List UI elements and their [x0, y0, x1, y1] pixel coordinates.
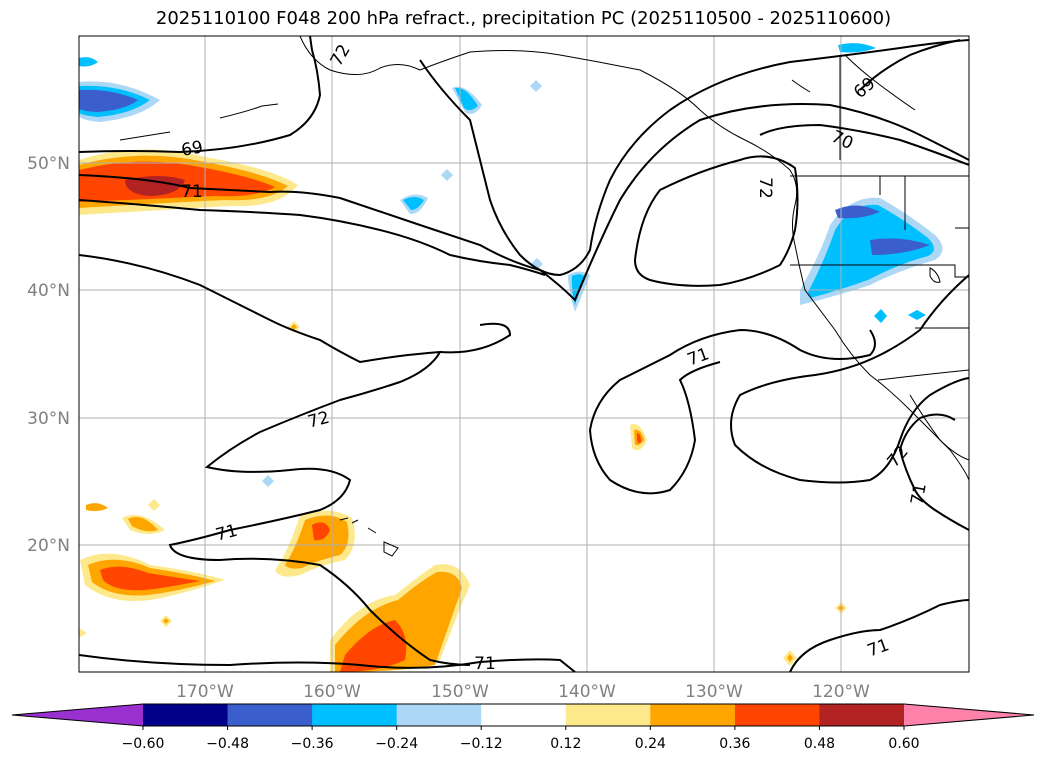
- contour-label: 70: [828, 127, 856, 154]
- colorbar-segment: [565, 704, 651, 726]
- colorbar-tick-label: −0.48: [206, 736, 249, 752]
- contour-label: 71: [214, 521, 240, 546]
- colorbar-tick-label: 0.12: [550, 736, 581, 752]
- refractivity-contours: [79, 36, 969, 672]
- contour-label: 72: [306, 408, 332, 433]
- colorbar-min-extension: [12, 704, 143, 726]
- contour-label: 72: [884, 442, 913, 471]
- colorbar-tick-label: −0.12: [460, 736, 503, 752]
- contour-label: 71: [907, 482, 930, 507]
- lat-label-40n: 40°N: [27, 281, 70, 301]
- colorbar-tick-label: −0.24: [375, 736, 418, 752]
- longitude-labels: 170°W 160°W 150°W 140°W 130°W 120°W: [176, 682, 870, 702]
- lon-label-160w: 160°W: [303, 682, 361, 702]
- contour-label: 69: [180, 137, 205, 160]
- colorbar-tick-label: 0.48: [804, 736, 835, 752]
- colorbar-tick-label: −0.60: [122, 736, 165, 752]
- lat-label-30n: 30°N: [27, 409, 70, 429]
- colorbar-tick-label: 0.36: [719, 736, 750, 752]
- lon-label-130w: 130°W: [685, 682, 743, 702]
- colorbar-tick-label: −0.36: [291, 736, 334, 752]
- contour-label: 72: [755, 177, 775, 199]
- colorbar-segment: [819, 704, 905, 726]
- map-frame: [78, 35, 970, 673]
- lat-label-20n: 20°N: [27, 536, 70, 556]
- colorbar-tick-label: 0.24: [635, 736, 666, 752]
- contour-label: 71: [181, 182, 203, 202]
- lon-label-170w: 170°W: [176, 682, 234, 702]
- colorbar-segment: [396, 704, 482, 726]
- colorbar-tick-label: 0.60: [888, 736, 919, 752]
- contour-label: 72: [327, 41, 355, 70]
- colorbar-segment: [227, 704, 313, 726]
- colorbar: −0.60 −0.48 −0.36 −0.24 −0.12 0.12 0.24 0.36 0.4…: [11, 703, 1035, 752]
- map-title: 2025110100 F048 200 hPa refract., precip…: [155, 8, 892, 29]
- lon-label-120w: 120°W: [812, 682, 870, 702]
- gridlines: [79, 36, 969, 672]
- colorbar-segment: [143, 704, 229, 726]
- colorbar-segment: [734, 704, 820, 726]
- lat-label-50n: 50°N: [27, 154, 70, 174]
- colorbar-max-extension: [904, 704, 1034, 726]
- contour-label: 71: [474, 654, 496, 674]
- positive-shading: [79, 149, 847, 672]
- lon-label-150w: 150°W: [431, 682, 489, 702]
- lon-label-140w: 140°W: [558, 682, 616, 702]
- colorbar-segment: [650, 704, 736, 726]
- coastlines: [119, 36, 969, 557]
- negative-shading: [79, 43, 943, 487]
- contour-label: 71: [865, 635, 892, 661]
- map-area: 69 71 72 71 72 71 70 69 72 71 72 71 71: [79, 36, 969, 674]
- colorbar-segment: [312, 704, 398, 726]
- colorbar-segment: [481, 704, 567, 726]
- latitude-labels: 50°N 40°N 30°N 20°N: [27, 154, 70, 556]
